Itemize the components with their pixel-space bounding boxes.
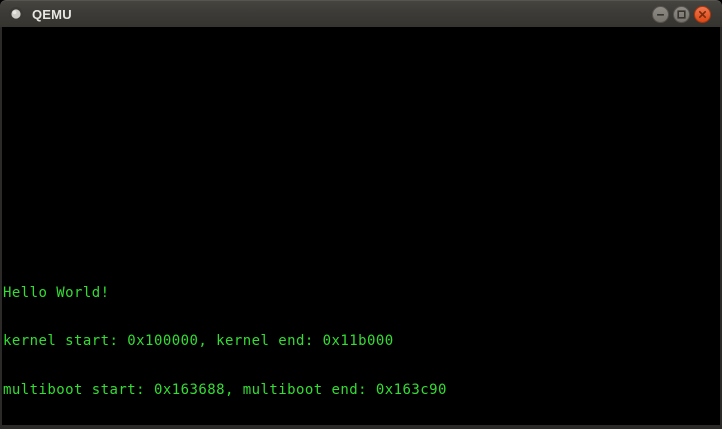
terminal-line: multiboot start: 0x163688, multiboot end… [3, 382, 447, 398]
terminal-line: kernel start: 0x100000, kernel end: 0x11… [3, 333, 394, 350]
close-button[interactable] [694, 5, 711, 23]
window-bottom-border [0, 425, 722, 429]
terminal-output: Hello World! kernel start: 0x100000, ker… [2, 27, 720, 425]
minimize-button[interactable] [652, 5, 669, 23]
window-right-border [720, 27, 722, 427]
close-icon [698, 10, 707, 18]
maximize-button[interactable] [673, 5, 690, 23]
qemu-app-icon [9, 7, 23, 21]
qemu-terminal-screen[interactable]: Hello World! kernel start: 0x100000, ker… [2, 27, 720, 425]
window-title: QEMU [32, 6, 72, 22]
window-left-border [0, 27, 2, 427]
maximize-icon [677, 9, 686, 19]
terminal-line: Hello World! [3, 284, 110, 301]
minimize-icon [657, 13, 664, 16]
terminal-blank-lines [2, 59, 720, 252]
window-titlebar[interactable]: QEMU [0, 0, 722, 27]
window-controls [652, 5, 716, 23]
